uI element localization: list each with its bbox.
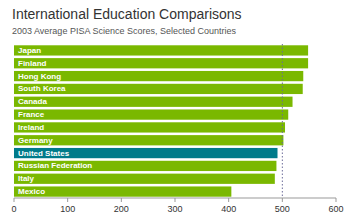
category-label: Mexico	[18, 187, 45, 196]
bar	[14, 84, 303, 94]
x-tick	[282, 198, 283, 202]
bar	[14, 135, 283, 145]
x-tick-label: 200	[114, 204, 129, 214]
subtitle: 2003 Average PISA Science Scores, Select…	[12, 26, 236, 36]
x-tick	[175, 198, 176, 202]
bar	[14, 161, 276, 171]
x-tick-label: 0	[11, 204, 16, 214]
x-tick-label: 600	[328, 204, 343, 214]
chart-svg: International Education Comparisons 2003 …	[0, 0, 350, 220]
x-tick	[121, 198, 122, 202]
x-tick-label: 400	[221, 204, 236, 214]
category-label: Japan	[18, 46, 41, 55]
bar	[14, 45, 308, 55]
category-label: France	[18, 110, 45, 119]
category-label: Germany	[18, 136, 53, 145]
x-tick	[336, 198, 337, 202]
x-tick	[67, 198, 68, 202]
bars	[14, 45, 308, 196]
title: International Education Comparisons	[12, 6, 242, 22]
category-label: Italy	[18, 174, 35, 183]
bar	[14, 148, 278, 158]
reference-line	[282, 44, 283, 198]
category-label: Canada	[18, 97, 47, 106]
chart-container: International Education Comparisons 2003 …	[0, 0, 350, 220]
category-label: Russian Federation	[18, 161, 92, 170]
x-tick-label: 300	[167, 204, 182, 214]
bar	[14, 109, 288, 119]
bar	[14, 186, 231, 196]
bar	[14, 97, 293, 107]
bar	[14, 71, 303, 81]
category-label: South Korea	[18, 84, 66, 93]
bar	[14, 174, 275, 184]
bar	[14, 58, 308, 68]
category-label: Finland	[18, 59, 47, 68]
category-label: United States	[18, 149, 70, 158]
x-tick-label: 500	[275, 204, 290, 214]
x-tick-label: 100	[60, 204, 75, 214]
x-tick	[14, 198, 15, 202]
category-label: Hong Kong	[18, 72, 61, 81]
x-tick	[228, 198, 229, 202]
bar	[14, 122, 285, 132]
category-label: Ireland	[18, 123, 44, 132]
